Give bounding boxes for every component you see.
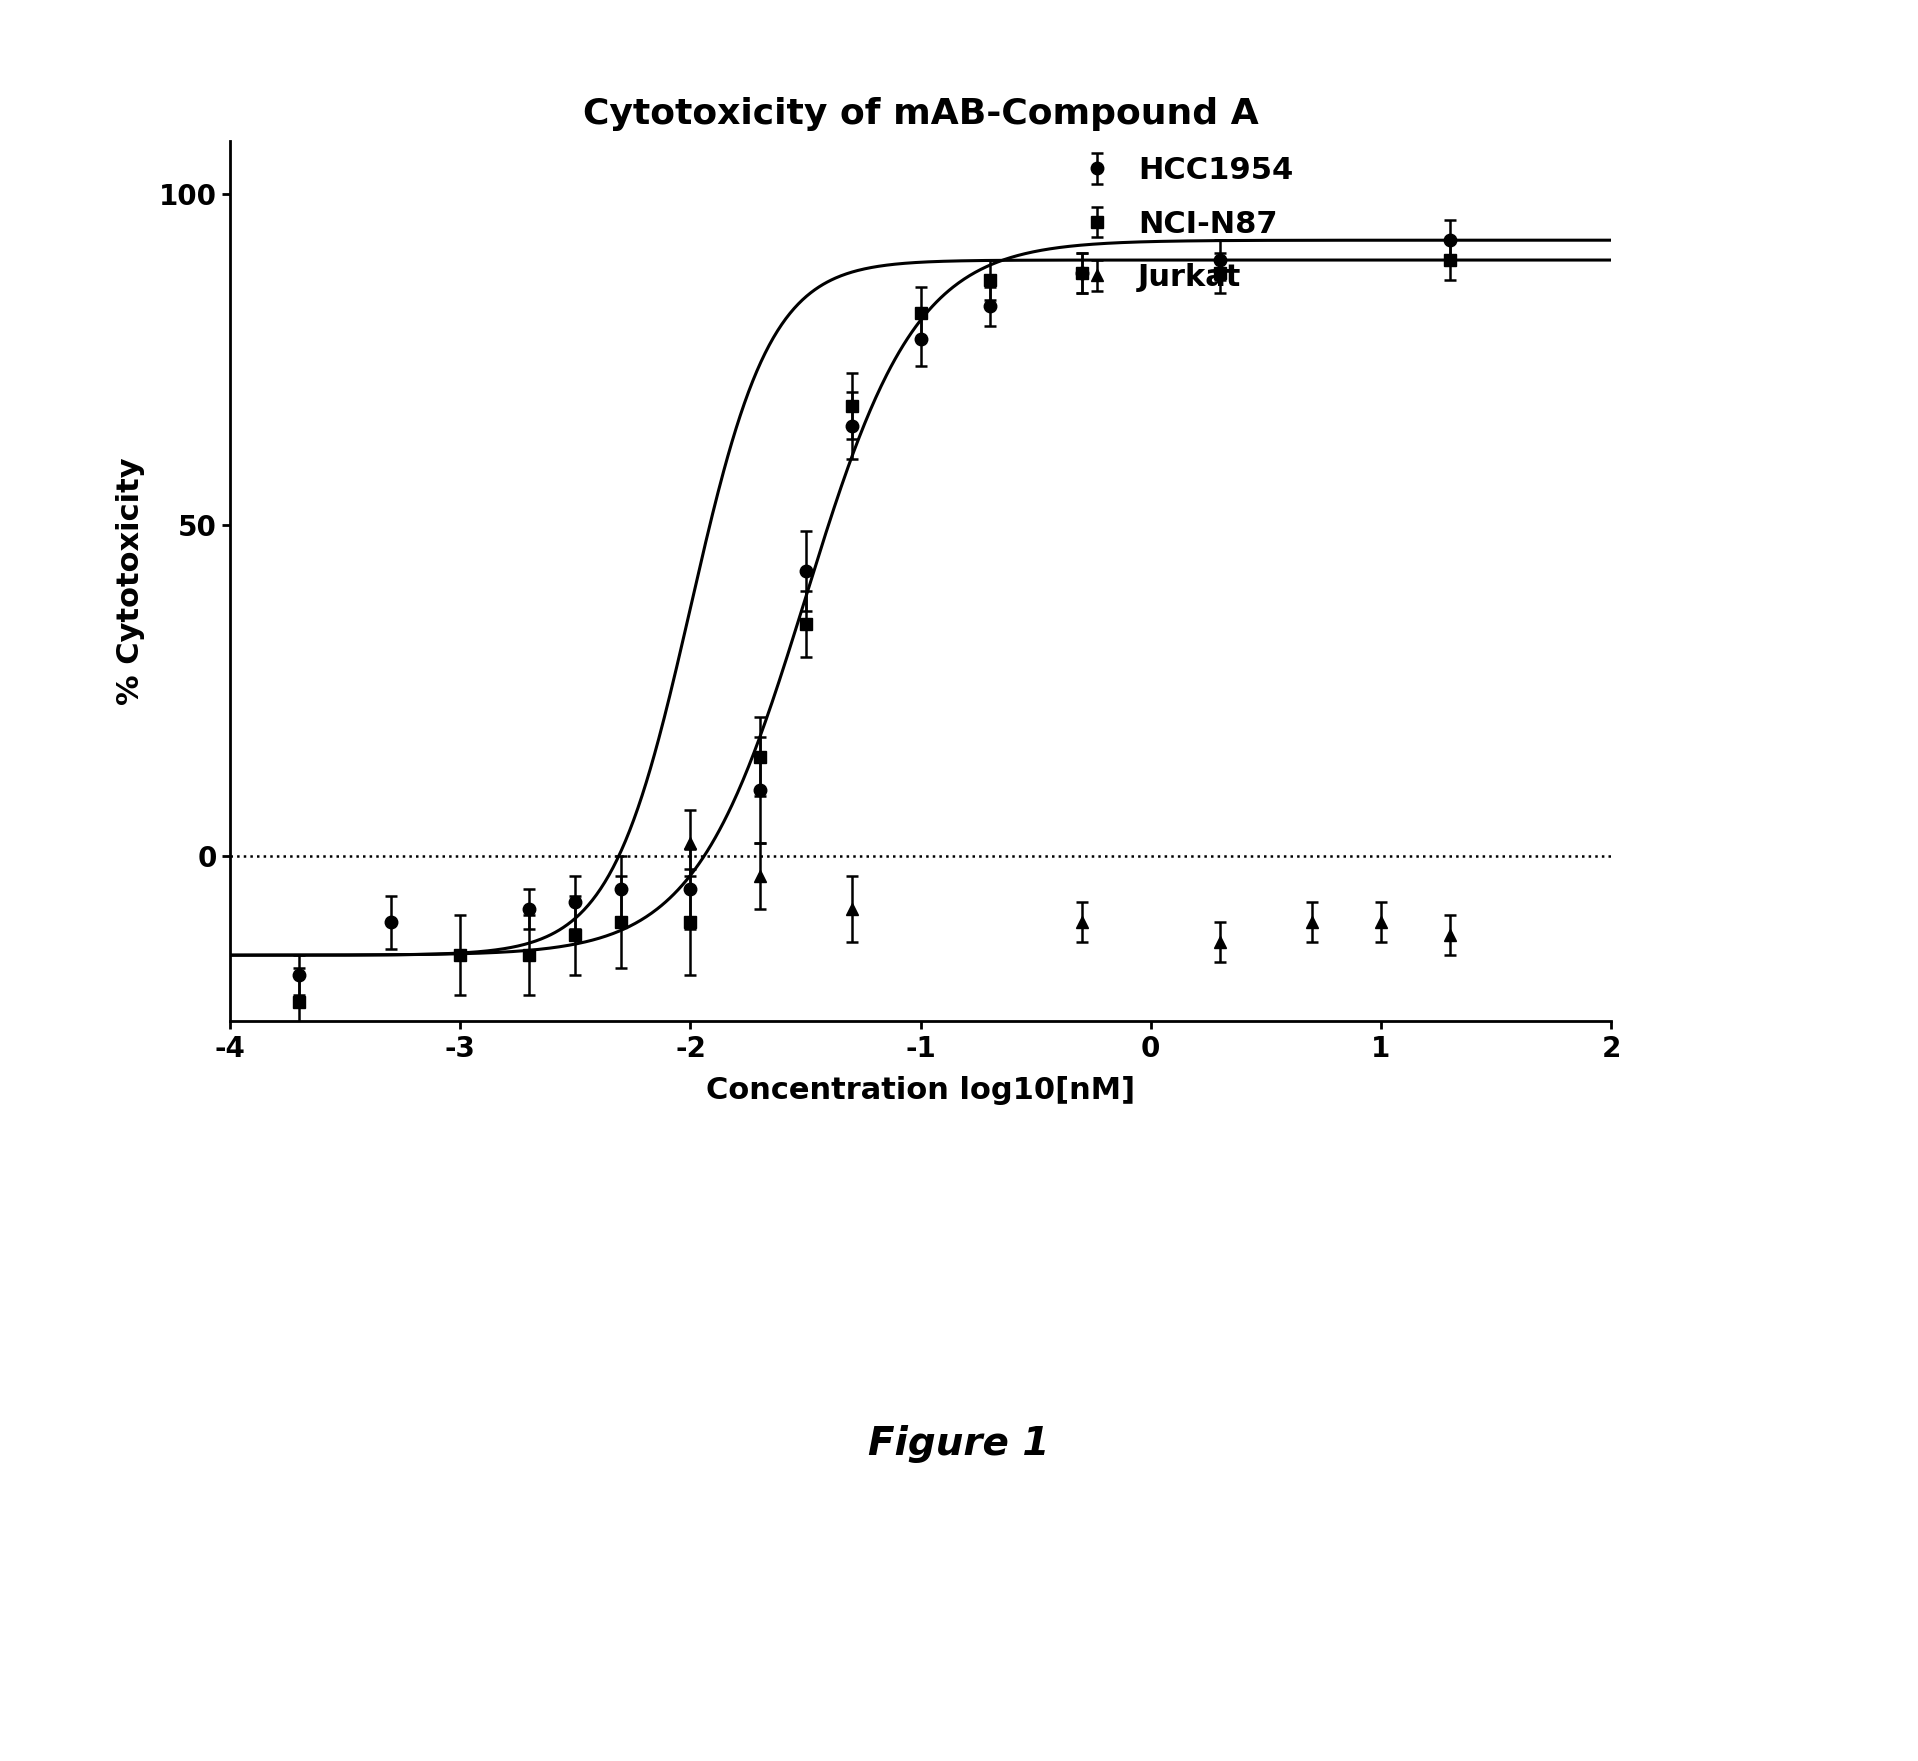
Legend: HCC1954, NCI-N87, Jurkat: HCC1954, NCI-N87, Jurkat — [1074, 157, 1293, 292]
Text: Figure 1: Figure 1 — [869, 1425, 1049, 1463]
Y-axis label: % Cytotoxicity: % Cytotoxicity — [117, 458, 146, 704]
X-axis label: Concentration log10[nM]: Concentration log10[nM] — [706, 1076, 1135, 1106]
Title: Cytotoxicity of mAB-Compound A: Cytotoxicity of mAB-Compound A — [583, 97, 1258, 132]
